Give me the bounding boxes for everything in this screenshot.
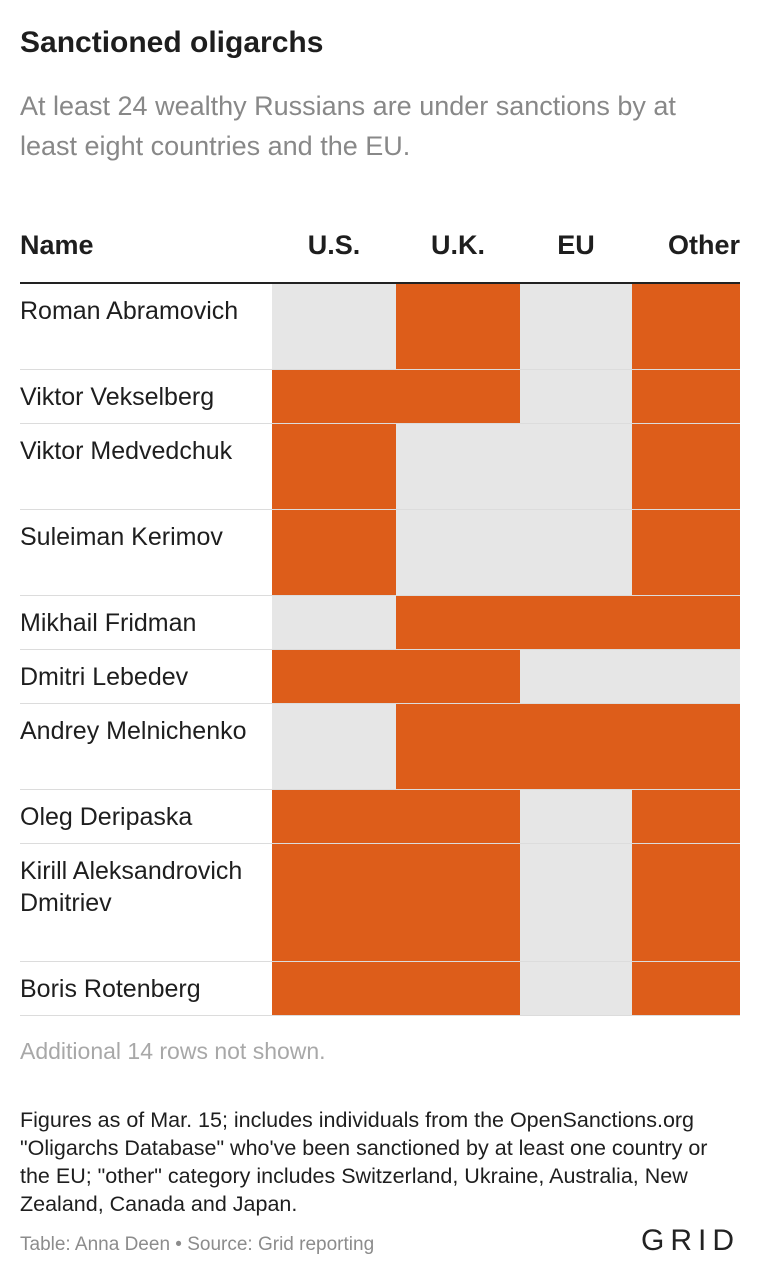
row-name: Mikhail Fridman bbox=[20, 609, 197, 637]
cell-eu-not-sanctioned bbox=[520, 424, 632, 509]
cell-eu-not-sanctioned bbox=[520, 844, 632, 961]
row-name: Viktor Medvedchuk bbox=[20, 437, 233, 465]
cell-us-sanctioned bbox=[272, 650, 396, 703]
column-header-name: Name bbox=[20, 230, 94, 260]
cell-uk-sanctioned bbox=[396, 370, 520, 423]
row-name: Andrey Melnichenko bbox=[20, 717, 247, 745]
cell-other-sanctioned bbox=[632, 962, 740, 1015]
cell-eu-sanctioned bbox=[520, 704, 632, 789]
table-row: Mikhail Fridman bbox=[20, 596, 740, 650]
hidden-rows-note: Additional 14 rows not shown. bbox=[20, 1038, 326, 1064]
cell-us-sanctioned bbox=[272, 424, 396, 509]
cell-other-sanctioned bbox=[632, 790, 740, 843]
cell-eu-sanctioned bbox=[520, 596, 632, 649]
cell-us-sanctioned bbox=[272, 962, 396, 1015]
cell-us-sanctioned bbox=[272, 844, 396, 961]
cell-eu-not-sanctioned bbox=[520, 370, 632, 423]
cell-us-not-sanctioned bbox=[272, 284, 396, 369]
cell-other-not-sanctioned bbox=[632, 650, 740, 703]
table-header: Name U.S. U.K. EU Other bbox=[20, 226, 740, 284]
table-row: Roman Abramovich bbox=[20, 284, 740, 370]
table-row: Viktor Medvedchuk bbox=[20, 424, 740, 510]
cell-uk-not-sanctioned bbox=[396, 510, 520, 595]
cell-uk-sanctioned bbox=[396, 704, 520, 789]
table-row: Dmitri Lebedev bbox=[20, 650, 740, 704]
table-row: Boris Rotenberg bbox=[20, 962, 740, 1016]
cell-uk-sanctioned bbox=[396, 650, 520, 703]
cell-eu-not-sanctioned bbox=[520, 510, 632, 595]
chart-subtitle: At least 24 wealthy Russians are under s… bbox=[20, 91, 676, 161]
grid-logo: GRID bbox=[641, 1224, 740, 1257]
cell-us-sanctioned bbox=[272, 370, 396, 423]
cell-uk-sanctioned bbox=[396, 962, 520, 1015]
cell-us-not-sanctioned bbox=[272, 596, 396, 649]
row-name: Viktor Vekselberg bbox=[20, 383, 215, 411]
cell-eu-not-sanctioned bbox=[520, 284, 632, 369]
cell-eu-not-sanctioned bbox=[520, 790, 632, 843]
row-name: Boris Rotenberg bbox=[20, 975, 201, 1003]
chart-title: Sanctioned oligarchs bbox=[20, 26, 324, 59]
cell-other-sanctioned bbox=[632, 510, 740, 595]
column-header-other: Other bbox=[667, 230, 740, 260]
row-name: Kirill Aleksandrovich Dmitriev bbox=[20, 857, 243, 917]
footnote: Figures as of Mar. 15; includes individu… bbox=[20, 1108, 708, 1216]
sanctions-table: Name U.S. U.K. EU Other Roman Abramovich… bbox=[20, 226, 740, 1016]
row-name: Dmitri Lebedev bbox=[20, 663, 189, 691]
row-name: Suleiman Kerimov bbox=[20, 523, 223, 551]
credit-line: Table: Anna Deen • Source: Grid reportin… bbox=[20, 1234, 375, 1255]
cell-other-sanctioned bbox=[632, 704, 740, 789]
cell-other-sanctioned bbox=[632, 284, 740, 369]
cell-us-sanctioned bbox=[272, 790, 396, 843]
row-name: Oleg Deripaska bbox=[20, 803, 193, 831]
table-row: Kirill Aleksandrovich Dmitriev bbox=[20, 844, 740, 962]
cell-us-sanctioned bbox=[272, 510, 396, 595]
column-header-uk: U.K. bbox=[431, 230, 485, 260]
cell-uk-sanctioned bbox=[396, 844, 520, 961]
cell-other-sanctioned bbox=[632, 424, 740, 509]
cell-uk-sanctioned bbox=[396, 790, 520, 843]
column-header-eu: EU bbox=[557, 230, 595, 260]
table-row: Oleg Deripaska bbox=[20, 790, 740, 844]
row-name: Roman Abramovich bbox=[20, 297, 239, 325]
cell-other-sanctioned bbox=[632, 596, 740, 649]
cell-uk-not-sanctioned bbox=[396, 424, 520, 509]
cell-uk-sanctioned bbox=[396, 596, 520, 649]
table-body: Roman Abramovich Viktor Vekselberg Viktor … bbox=[20, 284, 740, 1016]
cell-eu-not-sanctioned bbox=[520, 650, 632, 703]
cell-eu-not-sanctioned bbox=[520, 962, 632, 1015]
table-row: Viktor Vekselberg bbox=[20, 370, 740, 424]
table-row: Andrey Melnichenko bbox=[20, 704, 740, 790]
cell-other-sanctioned bbox=[632, 844, 740, 961]
table-row: Suleiman Kerimov bbox=[20, 510, 740, 596]
cell-us-not-sanctioned bbox=[272, 704, 396, 789]
cell-uk-sanctioned bbox=[396, 284, 520, 369]
column-header-us: U.S. bbox=[307, 230, 361, 260]
cell-other-sanctioned bbox=[632, 370, 740, 423]
